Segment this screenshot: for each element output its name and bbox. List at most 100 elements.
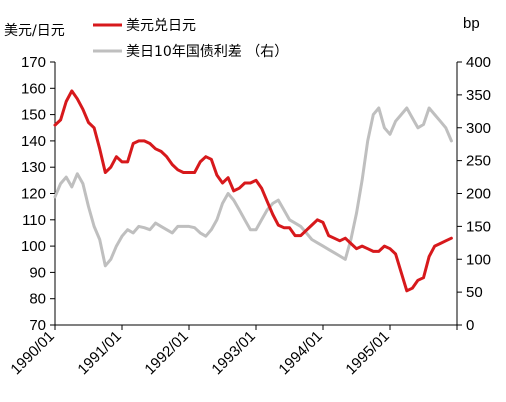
data-point	[254, 179, 258, 182]
data-point	[132, 142, 135, 145]
data-point	[254, 228, 258, 231]
data-point	[120, 235, 124, 238]
data-point	[271, 213, 274, 216]
data-point	[266, 200, 269, 203]
data-point	[226, 176, 230, 179]
data-point	[377, 106, 380, 110]
usdjpy-line	[53, 89, 453, 293]
data-point	[199, 231, 202, 235]
data-point	[210, 158, 213, 161]
data-point	[360, 244, 364, 248]
data-point	[148, 142, 152, 145]
data-point	[193, 226, 196, 229]
data-point	[439, 242, 442, 245]
data-point	[182, 171, 185, 174]
data-point	[238, 187, 241, 190]
x-tick-label: 1991/01	[74, 328, 124, 378]
data-point	[405, 106, 408, 110]
chart-text-labels: 美元/日元 bp	[4, 15, 480, 39]
data-point	[266, 208, 269, 212]
data-point	[433, 113, 436, 116]
left-tick-label: 140	[21, 133, 46, 150]
x-tick-label: 1992/01	[141, 328, 191, 378]
left-tick-label: 160	[21, 80, 46, 97]
x-tick-label: 1995/01	[342, 328, 392, 378]
data-point	[92, 126, 96, 129]
data-point	[109, 258, 113, 261]
data-point	[137, 225, 140, 228]
data-point	[355, 212, 358, 215]
right-tick-label: 0	[466, 317, 474, 334]
data-point	[327, 234, 330, 237]
data-point	[416, 126, 420, 129]
x-tick-label: 1994/01	[275, 328, 325, 378]
data-point	[204, 235, 207, 238]
data-point	[176, 225, 179, 228]
data-point	[70, 185, 74, 189]
data-point	[243, 218, 246, 221]
data-point	[176, 168, 179, 171]
data-point	[76, 97, 79, 101]
left-tick-label: 130	[21, 159, 46, 176]
data-point	[377, 250, 380, 253]
data-point	[171, 163, 174, 166]
data-point	[338, 254, 341, 258]
data-point	[249, 181, 252, 185]
data-point	[427, 255, 431, 258]
data-point	[53, 195, 57, 198]
data-point	[433, 244, 436, 248]
data-point	[388, 247, 392, 250]
data-point	[282, 226, 286, 229]
data-point	[199, 160, 202, 164]
data-point	[411, 287, 414, 290]
data-point	[310, 223, 313, 227]
data-point	[182, 225, 185, 228]
data-point	[76, 172, 79, 175]
data-point	[299, 225, 302, 228]
data-point	[321, 244, 325, 248]
left-tick-label: 100	[21, 238, 46, 255]
left-tick-label: 70	[29, 317, 46, 334]
data-point	[277, 223, 280, 227]
data-point	[360, 179, 364, 182]
left-axis-title: 美元/日元	[4, 23, 65, 39]
data-point	[327, 248, 330, 251]
data-point	[388, 133, 392, 136]
data-point	[65, 175, 68, 179]
data-point	[344, 258, 347, 261]
data-point	[165, 155, 168, 158]
data-point	[333, 237, 336, 240]
data-point	[70, 89, 74, 93]
data-point	[221, 181, 224, 185]
data-point	[215, 218, 219, 221]
data-point	[444, 126, 447, 129]
data-point	[98, 238, 101, 241]
right-tick-label: 300	[466, 120, 491, 137]
data-point	[400, 113, 403, 116]
right-tick-label: 350	[466, 87, 491, 104]
left-tick-label: 150	[21, 107, 46, 124]
data-point	[120, 160, 124, 164]
data-point	[159, 150, 163, 153]
data-point	[232, 198, 235, 202]
data-point	[383, 126, 386, 129]
data-point	[349, 242, 353, 245]
data-point	[104, 264, 107, 267]
legend-label: 美日10年国债利差 （右）	[126, 44, 288, 60]
data-point	[416, 279, 420, 282]
data-point	[439, 120, 442, 123]
data-point	[394, 120, 397, 123]
data-point	[59, 118, 62, 122]
left-tick-label: 170	[21, 54, 46, 71]
data-point	[238, 208, 241, 212]
data-point	[221, 202, 224, 205]
data-point	[355, 247, 358, 250]
right-tick-label: 100	[466, 251, 491, 268]
data-point	[87, 205, 90, 208]
right-tick-label: 150	[466, 218, 491, 235]
data-point	[288, 226, 291, 229]
data-point	[159, 225, 163, 228]
data-point	[115, 155, 118, 158]
